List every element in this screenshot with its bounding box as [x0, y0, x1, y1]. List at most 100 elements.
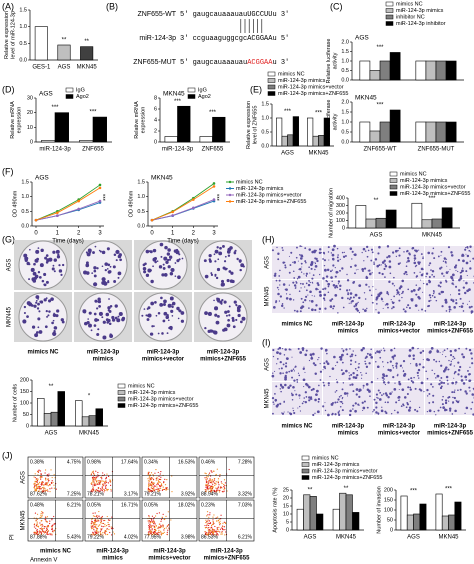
cell: [364, 357, 367, 359]
cell: [326, 362, 330, 365]
cell: [352, 404, 355, 407]
column-label: mimics: [102, 556, 123, 562]
cell: [396, 293, 398, 296]
cell: [322, 258, 324, 260]
colony: [169, 271, 174, 276]
event: [151, 534, 153, 536]
event: [207, 476, 209, 478]
x-tick-label: MKN45: [79, 431, 100, 437]
cell: [455, 299, 458, 301]
y-tick-label: 0: [26, 423, 29, 429]
colony: [171, 315, 174, 317]
colony: [237, 305, 242, 309]
event: [108, 525, 110, 527]
cell: [276, 246, 278, 249]
cell: [402, 370, 405, 373]
colony: [147, 306, 151, 310]
cell: [351, 355, 353, 358]
event: [104, 531, 106, 533]
cell: [441, 272, 444, 275]
cell: [458, 347, 460, 350]
cell: [362, 387, 364, 389]
cell: [449, 350, 453, 353]
event: [148, 491, 150, 493]
cell: [351, 299, 354, 303]
event: [206, 478, 208, 480]
y-tick-label: 1.0: [341, 58, 349, 64]
column-label: mimics+ZNF655: [427, 431, 474, 437]
bar: [421, 219, 433, 229]
event: [111, 516, 113, 518]
cell: [470, 407, 473, 410]
cell: [451, 381, 455, 385]
cell: [397, 249, 399, 252]
event: [155, 533, 157, 535]
cell: [329, 305, 333, 308]
event: [105, 478, 107, 480]
cell: [419, 389, 423, 392]
cell: [323, 253, 326, 255]
bar: [425, 60, 437, 81]
colony: [165, 315, 169, 320]
cell: [425, 370, 427, 373]
cell: [433, 257, 436, 260]
cell: [358, 395, 361, 399]
cell: [399, 364, 402, 367]
chart-title: AGS: [355, 35, 369, 42]
event: [161, 533, 163, 535]
colony: [38, 330, 43, 334]
legend-label: miR-124-3p mimics: [128, 390, 176, 396]
colony: [92, 251, 95, 254]
colony: [102, 320, 106, 324]
colony: [231, 279, 235, 284]
event: [44, 483, 46, 485]
event: [150, 526, 152, 528]
cell: [281, 246, 284, 249]
colony: [34, 333, 39, 338]
x-tick-label: 1: [56, 231, 60, 237]
legend-label: miR-124-3p mimics: [400, 178, 448, 184]
cell: [315, 393, 318, 397]
event: [210, 488, 212, 491]
colony: [166, 252, 171, 256]
significance: ***: [410, 489, 418, 495]
sequence-name: ZNF655-WT: [138, 11, 177, 18]
cell: [464, 248, 467, 251]
event: [215, 481, 217, 483]
cell: [318, 384, 320, 387]
colony: [233, 300, 237, 304]
event: [151, 520, 153, 522]
y-tick-label: 0: [154, 139, 157, 145]
event: [99, 479, 101, 482]
cell: [288, 255, 290, 257]
cell: [327, 291, 330, 294]
cell: [296, 381, 299, 383]
bar: [375, 217, 387, 229]
colony: [99, 250, 102, 253]
legend-label: miR-124-3p mimics+vector: [236, 192, 302, 198]
cell: [457, 361, 460, 364]
y-axis-label: Relative expression: [4, 11, 10, 59]
cell: [301, 402, 304, 405]
cell: [373, 409, 375, 411]
quadrant-percent: 3.32%: [238, 491, 253, 497]
cell: [337, 398, 340, 401]
event: [154, 490, 156, 492]
cell: [297, 275, 301, 279]
bar: [419, 503, 427, 531]
cell: [455, 285, 458, 288]
y-tick-label: 4: [154, 117, 157, 123]
column-label: mimics+vector: [148, 556, 191, 562]
cell: [304, 353, 308, 357]
event: [210, 480, 212, 482]
cell: [457, 258, 461, 262]
event: [166, 479, 168, 481]
event: [42, 491, 44, 493]
cell: [352, 390, 355, 393]
cell: [307, 294, 309, 296]
event: [156, 512, 158, 515]
event: [38, 486, 41, 488]
cell: [326, 268, 330, 272]
cell: [391, 391, 393, 393]
colony: [107, 280, 110, 284]
